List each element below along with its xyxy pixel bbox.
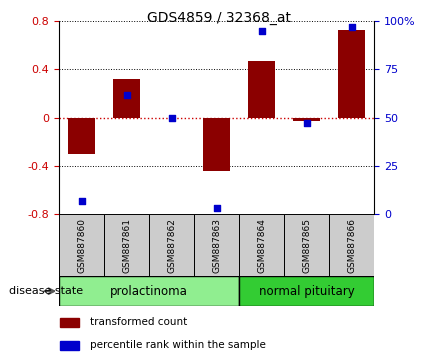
Point bbox=[78, 198, 85, 204]
Text: percentile rank within the sample: percentile rank within the sample bbox=[90, 340, 266, 350]
Bar bbox=[113, 79, 140, 118]
Bar bbox=[248, 61, 276, 118]
Bar bbox=[60, 319, 79, 327]
Text: GSM887864: GSM887864 bbox=[258, 218, 266, 273]
Bar bbox=[203, 118, 230, 171]
Bar bbox=[239, 276, 374, 306]
Point bbox=[349, 24, 356, 30]
Bar bbox=[329, 214, 374, 276]
Text: GSM887866: GSM887866 bbox=[347, 218, 357, 273]
Point bbox=[123, 92, 130, 97]
Bar bbox=[149, 214, 194, 276]
Bar bbox=[59, 214, 104, 276]
Text: GSM887863: GSM887863 bbox=[212, 218, 221, 273]
Text: prolactinoma: prolactinoma bbox=[110, 285, 188, 298]
Text: transformed count: transformed count bbox=[90, 317, 187, 327]
Bar bbox=[239, 214, 284, 276]
Text: disease state: disease state bbox=[9, 286, 83, 296]
Point bbox=[304, 121, 311, 126]
Bar bbox=[104, 214, 149, 276]
Bar bbox=[339, 30, 365, 118]
Bar bbox=[293, 118, 321, 121]
Point bbox=[168, 115, 175, 120]
Bar bbox=[60, 342, 79, 350]
Text: GSM887862: GSM887862 bbox=[167, 218, 176, 273]
Point bbox=[213, 206, 220, 211]
Bar bbox=[68, 118, 95, 154]
Bar bbox=[284, 214, 329, 276]
Text: GDS4859 / 32368_at: GDS4859 / 32368_at bbox=[147, 11, 291, 25]
Text: GSM887865: GSM887865 bbox=[302, 218, 311, 273]
Bar bbox=[59, 276, 239, 306]
Point bbox=[258, 28, 265, 34]
Text: GSM887861: GSM887861 bbox=[122, 218, 131, 273]
Text: normal pituitary: normal pituitary bbox=[259, 285, 355, 298]
Bar bbox=[194, 214, 239, 276]
Text: GSM887860: GSM887860 bbox=[77, 218, 86, 273]
